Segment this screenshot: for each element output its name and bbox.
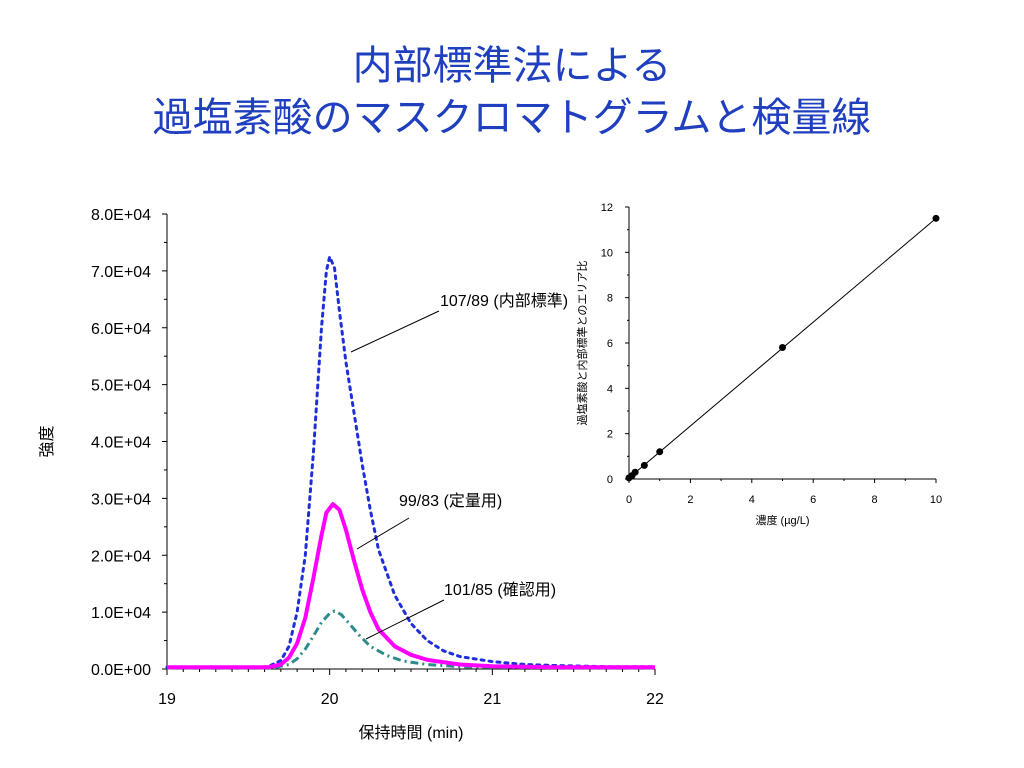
- cal-y-tick-label: 0: [607, 474, 613, 486]
- x-tick-label: 20: [321, 691, 339, 708]
- x-tick-label: 21: [483, 691, 501, 708]
- y-tick-label: 3.0E+04: [91, 491, 151, 508]
- y-tick-label: 1.0E+04: [91, 605, 151, 622]
- cal-y-tick-label: 6: [607, 338, 613, 350]
- series-line-0: [165, 255, 657, 669]
- slide-title: 内部標準法による 過塩素酸のマスクロマトグラムと検量線: [0, 40, 1024, 144]
- y-tick-label: 0.0E+00: [91, 662, 151, 679]
- slide-title-line1: 内部標準法による: [352, 43, 672, 89]
- series-label: 107/89 (内部標準): [440, 292, 568, 310]
- calibration-curve-chart: 0 2 4 6 8 10 12 0 2 4 6 8 10 濃度 (µg/L) 過塩素酸と内部標準とのエリア比: [575, 202, 942, 527]
- cal-x-tick-label: 0: [626, 494, 632, 506]
- x-axis-label: 保持時間 (min): [359, 724, 464, 742]
- cal-x-axis-label: 濃度 (µg/L): [755, 513, 809, 527]
- cal-y-tick-label: 10: [601, 247, 613, 259]
- cal-y-tick-label: 8: [607, 293, 613, 305]
- y-tick-label: 7.0E+04: [91, 264, 151, 281]
- cal-x-tick-label: 2: [687, 494, 693, 506]
- x-tick-label: 22: [646, 691, 664, 708]
- cal-data-point: [779, 344, 786, 352]
- chromatogram-chart: 0.0E+00 1.0E+04 2.0E+04 3.0E+04 4.0E+04 5.0E+…: [38, 207, 664, 742]
- cal-data-point: [640, 461, 648, 469]
- cal-data-point: [656, 448, 664, 456]
- cal-x-tick-label: 4: [749, 494, 755, 506]
- cal-y-tick-label: 4: [607, 383, 613, 395]
- series-label: 99/83 (定量用): [399, 492, 502, 510]
- cal-y-axis-label: 過塩素酸と内部標準とのエリア比: [575, 261, 589, 426]
- slide-title-line2: 過塩素酸のマスクロマトグラムと検量線: [152, 95, 872, 141]
- series-label: 101/85 (確認用): [444, 581, 556, 599]
- y-tick-label: 6.0E+04: [91, 321, 151, 338]
- cal-x-tick-label: 10: [930, 494, 942, 506]
- series-leader-line: [350, 310, 440, 353]
- series-leader-line: [365, 599, 445, 640]
- series-line-2: [167, 609, 656, 670]
- cal-x-tick-label: 6: [810, 494, 816, 506]
- cal-y-tick-label: 2: [607, 429, 613, 441]
- y-tick-label: 5.0E+04: [91, 378, 151, 395]
- series-leader-line: [356, 517, 410, 550]
- cal-data-point: [932, 214, 940, 222]
- y-axis-label: 強度: [38, 425, 56, 457]
- series-line-1: [167, 502, 655, 670]
- y-tick-label: 4.0E+04: [91, 435, 151, 452]
- cal-data-point: [631, 468, 639, 476]
- x-tick-label: 19: [158, 691, 176, 708]
- cal-y-tick-label: 12: [601, 202, 613, 214]
- y-tick-label: 8.0E+04: [91, 207, 151, 224]
- cal-x-tick-label: 8: [872, 494, 878, 506]
- y-tick-label: 2.0E+04: [91, 548, 151, 565]
